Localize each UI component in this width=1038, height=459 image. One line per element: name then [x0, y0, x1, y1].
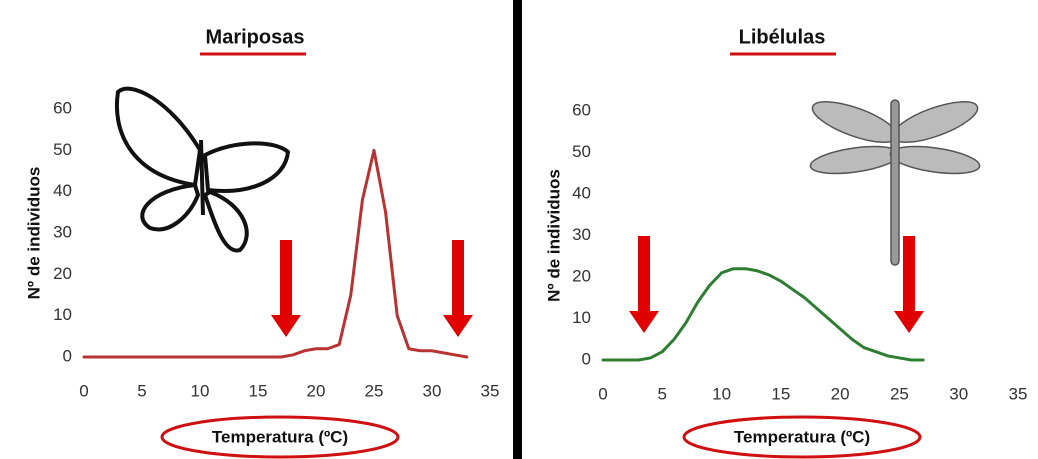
x-tick-label: 0: [79, 381, 88, 400]
dragonfly-illustration: [809, 99, 981, 266]
data-line: [601, 267, 925, 362]
data-line: [82, 148, 469, 359]
divider: [513, 0, 522, 459]
y-tick-label: 60: [53, 98, 72, 117]
x-axis-label: Temperatura (ºC): [212, 427, 348, 446]
x-tick-label: 30: [949, 384, 968, 403]
y-axis-label: Nº de individuos: [544, 169, 563, 302]
y-tick-label: 40: [572, 183, 591, 202]
chart-title: Libélulas: [739, 26, 826, 48]
x-tick-label: 20: [307, 381, 326, 400]
x-tick-label: 15: [249, 381, 268, 400]
butterfly-illustration: [115, 86, 291, 253]
label-ellipse: [682, 415, 922, 459]
y-tick-label: 30: [572, 225, 591, 244]
y-tick-label: 20: [572, 266, 591, 285]
y-tick-label: 60: [572, 100, 591, 119]
x-tick-label: 5: [137, 381, 146, 400]
x-tick-label: 25: [890, 384, 909, 403]
y-tick-label: 40: [53, 181, 72, 200]
x-tick-label: 35: [1009, 384, 1028, 403]
y-tick-label: 10: [53, 305, 72, 324]
y-tick-label: 50: [53, 140, 72, 159]
x-tick-label: 0: [598, 384, 607, 403]
x-tick-label: 5: [658, 384, 667, 403]
x-tick-label: 10: [712, 384, 731, 403]
x-tick-label: 35: [481, 381, 500, 400]
y-tick-label: 0: [582, 349, 591, 368]
x-tick-label: 30: [423, 381, 442, 400]
chart-title: Mariposas: [206, 26, 305, 48]
y-tick-label: 30: [53, 222, 72, 241]
x-tick-label: 20: [831, 384, 850, 403]
x-axis-label: Temperatura (ºC): [734, 427, 870, 446]
x-tick-label: 25: [365, 381, 384, 400]
y-tick-label: 20: [53, 264, 72, 283]
x-tick-label: 10: [191, 381, 210, 400]
label-ellipse: [160, 415, 400, 459]
y-tick-label: 50: [572, 142, 591, 161]
arrow: [271, 236, 924, 337]
x-tick-label: 15: [771, 384, 790, 403]
y-tick-label: 10: [572, 308, 591, 327]
y-axis-label: Nº de individuos: [24, 167, 43, 300]
y-tick-label: 0: [63, 346, 72, 365]
